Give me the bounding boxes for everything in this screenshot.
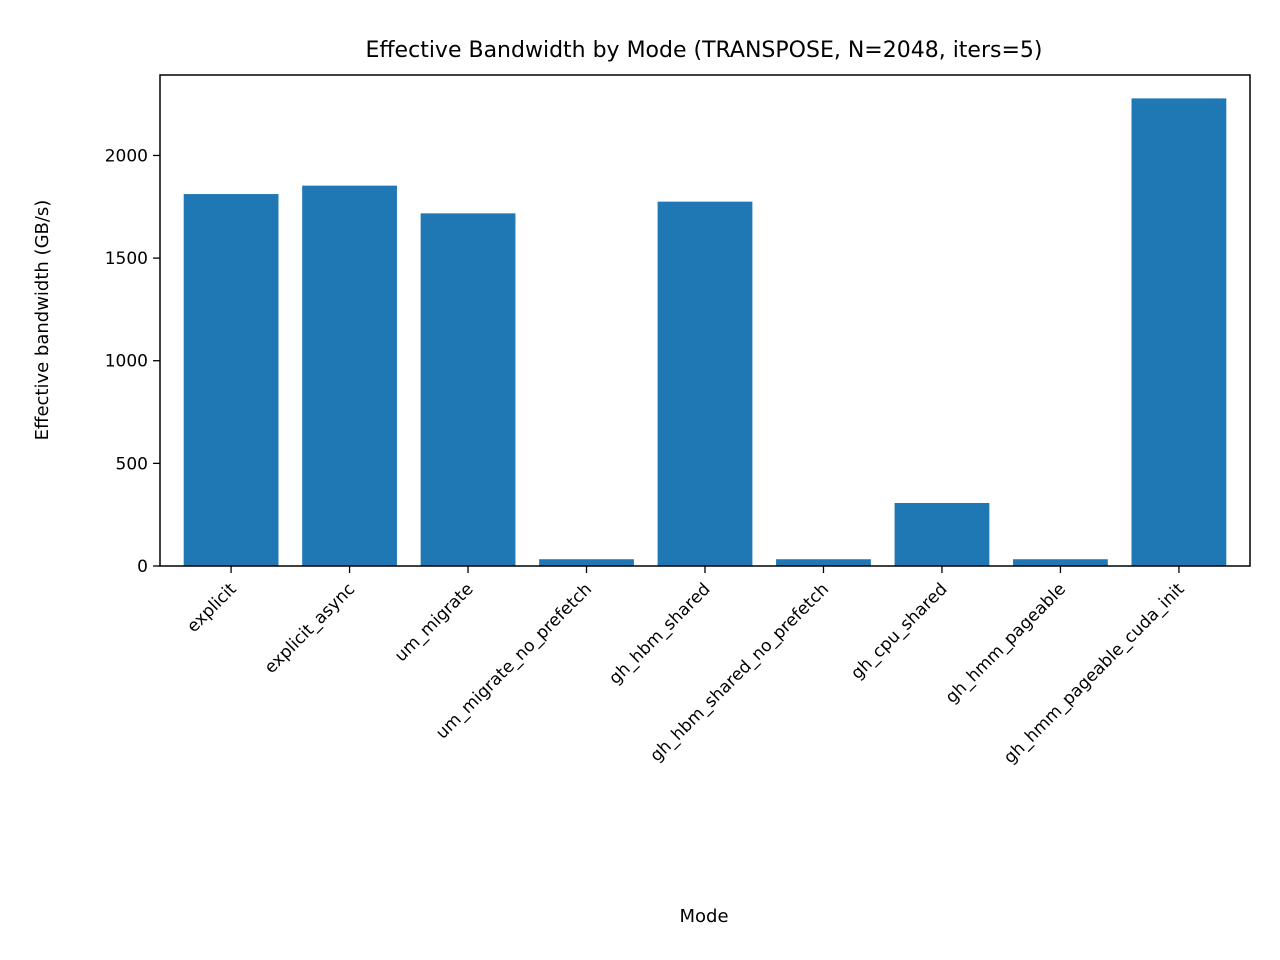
bar-explicit [183, 194, 279, 566]
x-tick-label: explicit [183, 579, 241, 637]
y-tick-label: 1000 [105, 352, 148, 372]
x-tick-label: gh_hmm_pageable [942, 579, 1070, 707]
bar-explicit_async [302, 185, 397, 566]
x-tick-label: gh_hbm_shared [605, 579, 714, 688]
y-tick-label: 500 [116, 454, 148, 474]
y-tick-label: 0 [137, 557, 148, 577]
x-axis-label: Mode [679, 906, 728, 927]
bar-gh_hbm_shared [657, 201, 753, 566]
bar-gh_hbm_shared_no_prefetch [776, 559, 871, 566]
x-tick-label: gh_cpu_shared [847, 579, 951, 683]
y-tick-label: 2000 [105, 146, 148, 166]
y-axis-label: Effective bandwidth (GB/s) [32, 200, 53, 441]
bar-um_migrate [420, 213, 516, 566]
bar-gh_hmm_pageable [1013, 559, 1108, 566]
bar-gh_cpu_shared [894, 502, 990, 566]
x-tick-label: explicit_async [261, 579, 359, 677]
y-tick-label: 1500 [105, 249, 148, 269]
chart-title: Effective Bandwidth by Mode (TRANSPOSE, … [366, 38, 1043, 63]
bar-gh_hmm_pageable_cuda_init [1131, 98, 1227, 567]
bar-um_migrate_no_prefetch [539, 559, 634, 566]
bars-layer [183, 98, 1227, 567]
x-tick-label: um_migrate [391, 579, 478, 666]
